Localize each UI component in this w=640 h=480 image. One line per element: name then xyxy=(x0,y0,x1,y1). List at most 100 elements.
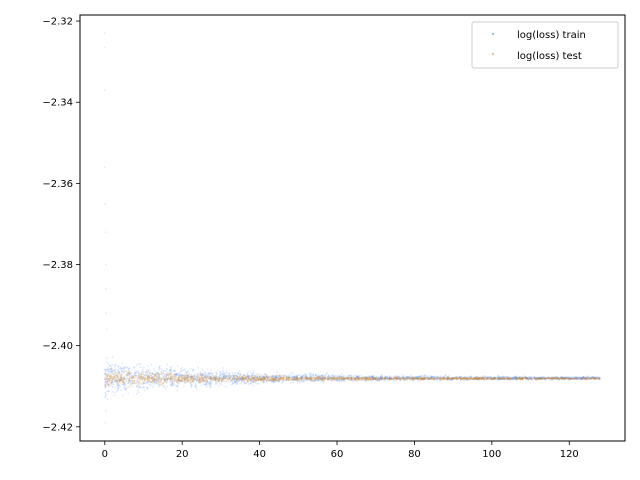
data-point xyxy=(327,378,329,380)
data-point xyxy=(350,379,353,381)
data-point xyxy=(117,387,119,390)
data-point xyxy=(511,377,513,380)
data-point xyxy=(187,379,190,382)
data-point xyxy=(551,377,554,379)
data-point xyxy=(237,377,239,380)
data-point xyxy=(344,380,347,382)
data-point xyxy=(190,384,193,386)
data-point xyxy=(503,377,506,380)
data-point xyxy=(482,378,485,381)
data-point xyxy=(179,379,182,382)
data-point xyxy=(178,379,181,382)
data-point xyxy=(415,377,418,379)
data-point xyxy=(415,377,417,380)
data-point xyxy=(123,376,126,378)
data-point xyxy=(108,379,111,381)
data-point xyxy=(189,377,192,380)
data-point xyxy=(342,376,345,379)
data-point xyxy=(109,365,112,367)
data-point xyxy=(597,377,600,380)
data-point xyxy=(367,377,369,380)
data-point xyxy=(573,376,576,379)
data-point xyxy=(330,377,332,379)
data-point xyxy=(164,378,167,381)
data-point xyxy=(122,386,125,389)
data-point xyxy=(157,381,160,384)
data-point xyxy=(263,376,266,379)
data-point xyxy=(262,375,265,378)
data-point xyxy=(477,377,480,380)
data-point xyxy=(580,378,583,381)
data-point xyxy=(533,376,535,378)
data-point xyxy=(405,377,408,380)
data-point xyxy=(104,386,106,389)
data-point xyxy=(144,375,147,377)
data-point xyxy=(200,377,203,380)
data-point xyxy=(279,374,281,377)
data-point xyxy=(223,375,225,378)
data-point xyxy=(230,374,233,377)
data-point xyxy=(359,379,362,381)
data-point xyxy=(551,376,553,379)
data-point xyxy=(291,379,293,382)
data-point xyxy=(362,378,364,380)
data-point xyxy=(144,375,147,377)
data-point xyxy=(423,378,425,380)
data-point xyxy=(403,374,406,377)
data-point xyxy=(527,376,530,379)
data-point xyxy=(303,373,306,375)
data-point xyxy=(419,377,422,380)
data-point xyxy=(109,371,112,374)
data-point xyxy=(285,376,288,379)
data-point xyxy=(287,379,290,382)
data-point xyxy=(231,371,234,374)
data-point xyxy=(434,377,437,380)
data-point xyxy=(515,376,518,379)
data-point xyxy=(369,378,372,380)
data-point xyxy=(474,376,477,379)
data-point xyxy=(315,378,318,381)
data-point xyxy=(112,377,115,379)
data-point xyxy=(388,376,391,379)
data-point xyxy=(514,377,516,379)
data-point xyxy=(114,379,117,382)
data-point xyxy=(262,376,264,379)
data-point xyxy=(353,378,356,380)
data-point xyxy=(220,379,223,382)
x-tick-label: 40 xyxy=(253,449,266,460)
data-point xyxy=(540,377,543,380)
data-point xyxy=(582,377,585,380)
data-point xyxy=(205,374,208,377)
data-point xyxy=(593,378,596,381)
data-point xyxy=(480,377,483,380)
data-point xyxy=(311,380,314,382)
data-point xyxy=(141,386,144,389)
data-point xyxy=(569,378,572,380)
data-point xyxy=(506,377,509,380)
data-point xyxy=(460,377,463,380)
data-point xyxy=(581,377,583,380)
data-point xyxy=(580,377,583,380)
data-point xyxy=(327,378,329,381)
data-point xyxy=(586,378,589,381)
data-point xyxy=(277,375,280,378)
data-point xyxy=(156,379,159,382)
data-point xyxy=(374,377,377,380)
data-point xyxy=(127,371,130,374)
data-point xyxy=(550,377,553,380)
data-point xyxy=(556,377,559,380)
data-point xyxy=(341,377,343,380)
data-point xyxy=(201,380,203,383)
data-point xyxy=(546,377,548,380)
data-point xyxy=(165,378,167,380)
data-point xyxy=(572,377,575,380)
data-point xyxy=(448,376,451,379)
data-point xyxy=(380,378,383,381)
data-point xyxy=(259,374,262,377)
data-point xyxy=(512,376,515,379)
data-point xyxy=(125,374,128,377)
data-point xyxy=(223,378,225,380)
data-point xyxy=(447,377,450,380)
data-point xyxy=(204,378,206,381)
data-point xyxy=(247,375,250,377)
